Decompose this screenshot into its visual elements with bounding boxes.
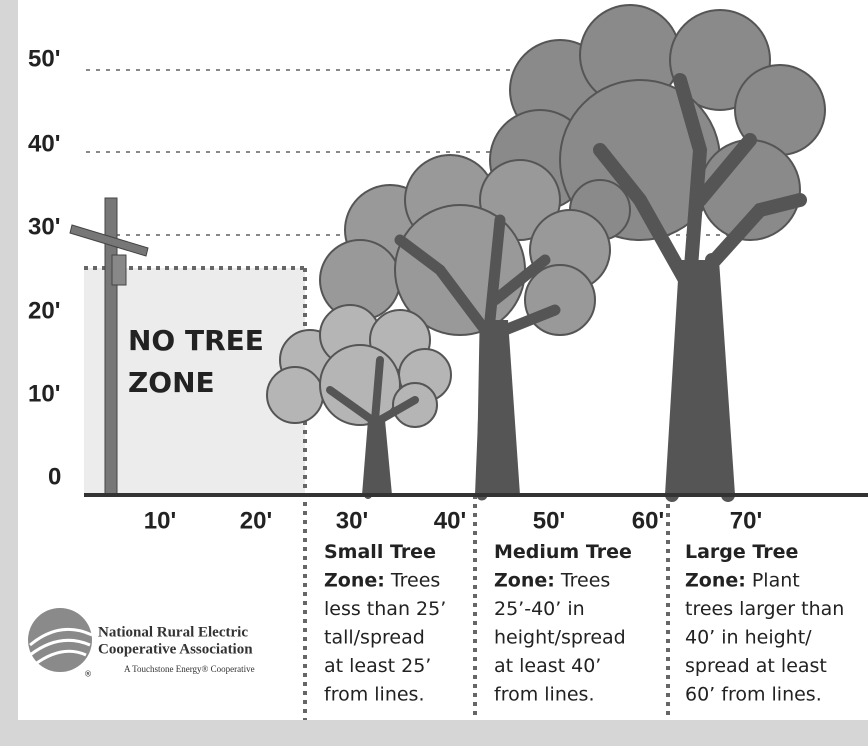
x-label: 40' [434, 507, 466, 534]
left-border [0, 0, 18, 746]
zone-line: trees larger than [685, 598, 844, 620]
bottom-border [0, 720, 868, 746]
y-label: 30' [28, 213, 60, 240]
no-tree-label: ZONE [128, 366, 215, 399]
y-label: 10' [28, 380, 60, 407]
zone-text: at least 25’ [324, 655, 431, 677]
zone-heading: Medium Tree [494, 541, 632, 563]
zone-text: Plant [752, 569, 800, 591]
zone-heading: Zone: [685, 569, 746, 591]
zone-line: 40’ in height/ [685, 626, 812, 648]
zone-text: Trees [560, 569, 611, 591]
zone-text: height/spread [494, 626, 626, 648]
zone-line: at least 40’ [494, 655, 601, 677]
y-label: 20' [28, 297, 60, 324]
zone-text: 40’ in height/ [685, 626, 812, 648]
zone-line: tall/spread [324, 626, 425, 648]
zone-line: Small Tree [324, 541, 436, 563]
zone-heading: Zone: [494, 569, 555, 591]
logo-tagline: A Touchstone Energy® Cooperative [124, 664, 255, 674]
zone-text: Trees [390, 569, 441, 591]
logo-name: National Rural Electric [98, 624, 248, 640]
y-label: 0 [48, 463, 61, 490]
zone-line: Zone:Trees [324, 569, 440, 591]
no-tree-label: NO TREE [128, 324, 264, 357]
x-label: 60' [632, 507, 664, 534]
zone-heading: Small Tree [324, 541, 436, 563]
infographic: 50' 40' 30' 20' 10' 0 10' 20' 30' 40' 50… [0, 0, 868, 746]
zone-text: from lines. [324, 683, 424, 705]
zone-heading: Zone: [324, 569, 385, 591]
zone-text: tall/spread [324, 626, 425, 648]
zone-line: 25’-40’ in [494, 598, 585, 620]
zone-line: spread at least [685, 655, 827, 677]
zone-line: Zone: Plant [685, 569, 800, 591]
logo-registered: ® [84, 670, 92, 679]
zone-line: 60’ from lines. [685, 683, 822, 705]
zone-line: Medium Tree [494, 541, 632, 563]
zone-line: Large Tree [685, 541, 798, 563]
zone-text: at least 40’ [494, 655, 601, 677]
zone-text: trees larger than [685, 598, 844, 620]
x-label: 70' [730, 507, 762, 534]
zone-line: from lines. [324, 683, 424, 705]
y-label: 50' [28, 45, 60, 72]
zone-line: from lines. [494, 683, 594, 705]
x-label: 20' [240, 507, 272, 534]
zone-text: spread at least [685, 655, 827, 677]
x-label: 30' [336, 507, 368, 534]
zone-text: 25’-40’ in [494, 598, 585, 620]
zone-line: height/spread [494, 626, 626, 648]
zone-heading: Large Tree [685, 541, 798, 563]
zone-text: less than 25’ [324, 598, 446, 620]
x-label: 50' [533, 507, 565, 534]
zone-line: at least 25’ [324, 655, 431, 677]
x-label: 10' [144, 507, 176, 534]
zone-line: Zone:Trees [494, 569, 610, 591]
pole-transformer [112, 255, 126, 285]
logo-name: Cooperative Association [98, 641, 253, 657]
zone-text: from lines. [494, 683, 594, 705]
zone-line: less than 25’ [324, 598, 446, 620]
zone-text: 60’ from lines. [685, 683, 822, 705]
y-label: 40' [28, 130, 60, 157]
